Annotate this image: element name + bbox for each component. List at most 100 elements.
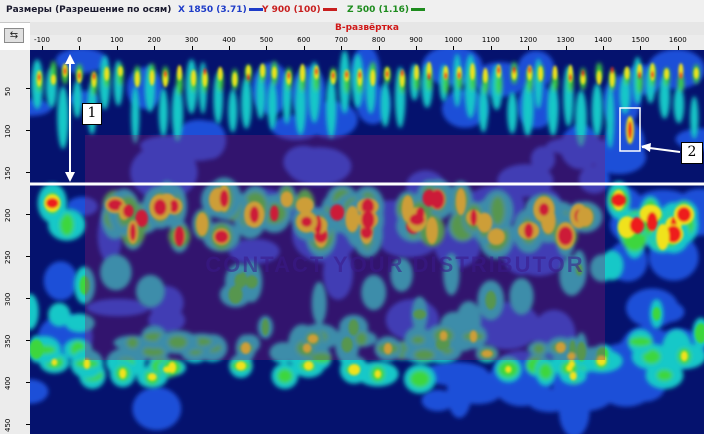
amplitude-blob	[439, 330, 448, 341]
x-readout: X 1850 (3.71)	[178, 5, 263, 16]
amplitude-blob	[117, 66, 123, 77]
amplitude-blob	[168, 361, 177, 374]
y-tick-mark	[26, 130, 30, 131]
amplitude-blob	[132, 387, 182, 431]
amplitude-blob	[214, 230, 229, 244]
amplitude-blob	[656, 369, 673, 382]
y-tick-mark	[26, 88, 30, 89]
x-tick-mark	[453, 46, 455, 50]
amplitude-blob	[277, 368, 293, 384]
y-ruler: 50 100 150 200 250 300 350 400 450	[0, 50, 31, 434]
y-tick-mark	[26, 424, 30, 425]
amplitude-blob	[296, 165, 321, 182]
amplitude-blob	[442, 89, 488, 128]
amplitude-blob	[126, 337, 139, 349]
amplitude-blob	[228, 89, 238, 133]
amplitude-blob	[695, 323, 704, 344]
amplitude-blob	[589, 254, 615, 282]
amplitude-blob	[416, 207, 425, 220]
amplitude-blob	[46, 198, 59, 209]
amplitude-blob	[86, 298, 150, 317]
amplitude-blob	[421, 389, 454, 412]
amplitude-blob	[43, 261, 78, 301]
amplitude-blob	[485, 290, 497, 310]
amplitude-blob	[30, 339, 44, 359]
amplitude-blob	[59, 213, 74, 236]
panel-title: B-развёртка	[30, 22, 704, 35]
y-tick-mark	[26, 172, 30, 173]
amplitude-blob	[219, 189, 229, 208]
amplitude-blob	[642, 349, 661, 365]
amplitude-blob	[478, 83, 489, 133]
y-tick-label: 400	[4, 376, 12, 390]
amplitude-blob	[469, 330, 478, 343]
x-tick-mark	[191, 46, 193, 50]
amplitude-blob	[100, 254, 132, 291]
amplitude-blob	[538, 66, 543, 82]
amplitude-blob	[507, 91, 518, 134]
amplitude-blob	[545, 137, 610, 156]
amplitude-blob	[424, 362, 489, 386]
amplitude-blob	[171, 84, 184, 142]
amplitude-blob	[135, 274, 165, 308]
amplitude-blob	[307, 334, 319, 344]
amplitude-blob	[129, 223, 136, 241]
amplitude-blob	[411, 335, 425, 345]
x-tick-mark	[490, 46, 492, 50]
amplitude-blob	[385, 70, 389, 78]
amplitude-blob	[48, 302, 71, 327]
amplitude-blob	[269, 342, 298, 364]
watermark-tint	[85, 135, 605, 360]
amplitude-blob	[427, 72, 431, 80]
amplitude-blob	[341, 337, 353, 353]
x-tick-label: 0	[77, 36, 82, 44]
amplitude-blob	[348, 364, 361, 376]
y-tick-mark	[26, 382, 30, 383]
amplitude-blob	[330, 204, 345, 221]
amplitude-blob	[247, 73, 250, 81]
amplitude-blob	[524, 223, 534, 239]
x-tick-mark	[154, 46, 156, 50]
amplitude-blob	[435, 337, 450, 350]
swap-axes-button[interactable]: ⇆	[4, 28, 24, 43]
amplitude-blob	[390, 257, 413, 292]
x-tick-label: 300	[184, 36, 199, 44]
amplitude-blob	[374, 369, 382, 379]
amplitude-blob	[255, 72, 266, 120]
depth-arrow-head-top	[65, 54, 75, 64]
radargram-view[interactable]: CONTACT YOUR DISTRIBUTOR	[30, 50, 704, 434]
amplitude-blob	[442, 73, 449, 95]
x-tick-label: 1200	[519, 36, 538, 44]
amplitude-blob	[497, 66, 501, 74]
y-tick-mark	[26, 256, 30, 257]
x-tick-mark	[565, 46, 567, 50]
amplitude-blob	[345, 205, 360, 233]
amplitude-blob	[380, 82, 391, 127]
amplitude-blob	[578, 165, 610, 194]
amplitude-blob	[174, 226, 185, 247]
amplitude-blob	[30, 379, 49, 404]
amplitude-blob	[271, 114, 322, 141]
amplitude-blob	[326, 76, 337, 139]
amplitude-blob	[652, 307, 661, 321]
amplitude-blob	[77, 72, 81, 80]
amplitude-blob	[348, 319, 359, 336]
amplitude-blob	[360, 225, 373, 239]
x-tick-label: 1500	[631, 36, 650, 44]
amplitude-blob	[123, 204, 134, 218]
amplitude-blob	[235, 361, 247, 371]
amplitude-blob	[426, 61, 432, 79]
amplitude-blob	[361, 210, 375, 230]
amplitude-blob	[596, 355, 607, 366]
amplitude-blob	[558, 226, 573, 246]
amplitude-blob	[596, 70, 602, 85]
amplitude-blob	[239, 272, 247, 287]
amplitude-blob	[538, 203, 550, 216]
x-tick-mark	[42, 46, 43, 50]
amplitude-blob	[131, 86, 140, 144]
amplitude-blob	[57, 86, 69, 149]
amplitude-blob	[355, 331, 368, 346]
amplitude-blob	[280, 191, 293, 208]
swap-icon: ⇆	[9, 30, 19, 41]
z-swatch	[411, 8, 426, 11]
